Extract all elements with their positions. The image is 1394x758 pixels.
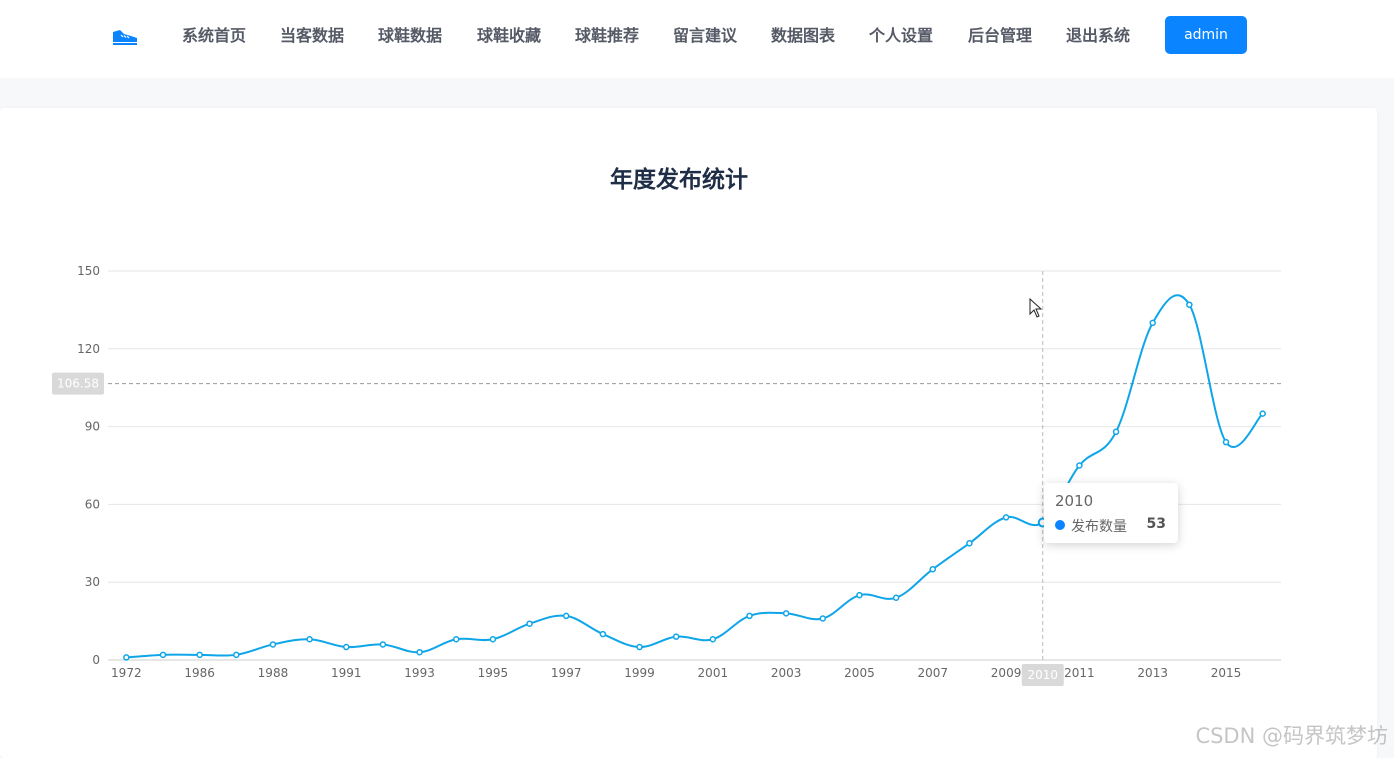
data-point <box>306 636 313 643</box>
series-line <box>126 294 1264 659</box>
data-point <box>709 636 717 643</box>
nav-item-home[interactable]: 系统首页 <box>182 26 247 45</box>
x-tick-label: 1995 <box>478 666 509 680</box>
x-axis-pointer-label: 2010 <box>1027 668 1058 682</box>
data-point <box>746 612 753 620</box>
nav-item-sneaker-favorites[interactable]: 球鞋收藏 <box>477 26 542 45</box>
y-tick-label: 60 <box>85 497 100 511</box>
data-point <box>1222 438 1230 446</box>
mouse-pointer-icon <box>1029 298 1043 318</box>
nav-item-logout[interactable]: 退出系统 <box>1066 26 1131 45</box>
data-point <box>599 630 607 638</box>
data-point <box>892 594 900 602</box>
data-point <box>782 610 790 617</box>
y-tick-label: 30 <box>85 575 100 589</box>
data-point <box>819 615 827 622</box>
nav-item-data-charts[interactable]: 数据图表 <box>771 26 836 45</box>
chart-title: 年度发布统计 <box>610 167 748 193</box>
x-tick-label: 1972 <box>111 666 142 680</box>
data-point <box>856 591 863 599</box>
x-tick-label: 1986 <box>184 666 215 680</box>
nav-item-feedback[interactable]: 留言建议 <box>673 26 738 45</box>
data-point <box>233 651 240 659</box>
nav-item-sneaker-data[interactable]: 球鞋数据 <box>378 26 443 45</box>
data-point <box>672 633 680 640</box>
data-point <box>379 641 387 648</box>
top-navigation-bar: 系统首页 当客数据 球鞋数据 球鞋收藏 球鞋推荐 留言建议 数据图表 个人设置 … <box>0 0 1394 78</box>
y-tick-label: 120 <box>77 342 100 356</box>
data-point <box>929 565 937 573</box>
data-point <box>416 648 423 656</box>
x-tick-label: 2007 <box>917 666 948 680</box>
nav-item-personal-settings[interactable]: 个人设置 <box>869 26 934 45</box>
nav-item-guest-data[interactable]: 当客数据 <box>280 26 345 45</box>
nav-item-admin-panel[interactable]: 后台管理 <box>968 26 1033 45</box>
data-point <box>526 620 533 627</box>
data-point <box>636 643 643 651</box>
sneaker-icon[interactable] <box>111 26 139 46</box>
x-tick-label: 2013 <box>1137 666 1168 680</box>
tooltip-series-value: 53 <box>1146 516 1166 532</box>
x-tick-label: 1997 <box>551 666 582 680</box>
tooltip-series-marker <box>1055 520 1065 530</box>
tooltip-title: 2010 <box>1055 492 1094 510</box>
data-point <box>489 636 497 643</box>
y-axis-pointer-label: 106.58 <box>57 377 99 391</box>
x-tick-label: 1999 <box>624 666 655 680</box>
x-axis-pointer-badge <box>1021 664 1064 686</box>
y-tick-label: 90 <box>85 420 100 434</box>
data-point <box>562 612 570 620</box>
x-tick-label: 1988 <box>258 666 289 680</box>
y-axis-pointer-badge <box>52 372 104 395</box>
data-point <box>123 654 130 661</box>
data-point <box>269 641 277 648</box>
admin-user-button[interactable]: admin <box>1165 16 1247 54</box>
x-tick-label: 1993 <box>404 666 435 680</box>
data-point <box>452 636 460 643</box>
y-tick-label: 150 <box>77 264 100 278</box>
data-point <box>196 651 203 659</box>
data-point <box>1149 319 1156 327</box>
x-tick-label: 2005 <box>844 666 875 680</box>
chart-card <box>0 108 1377 758</box>
x-tick-label: 2003 <box>771 666 802 680</box>
x-tick-label: 2011 <box>1064 666 1095 680</box>
x-tick-label: 2001 <box>698 666 729 680</box>
data-point <box>966 540 973 547</box>
watermark: CSDN @码界筑梦坊 <box>1195 724 1388 748</box>
data-point <box>1186 301 1193 308</box>
chart-tooltip: 2010 发布数量 53 <box>1044 483 1178 543</box>
y-tick-label: 0 <box>92 653 100 667</box>
x-tick-label: 2015 <box>1211 666 1242 680</box>
data-point <box>159 651 167 659</box>
data-point <box>1259 410 1266 417</box>
nav-item-sneaker-recommend[interactable]: 球鞋推荐 <box>575 26 640 45</box>
data-point <box>1002 514 1010 521</box>
data-point <box>1076 462 1083 469</box>
x-tick-label: 1991 <box>331 666 362 680</box>
x-tick-label: 2009 <box>991 666 1022 680</box>
tooltip-series-name: 发布数量 <box>1071 519 1127 535</box>
data-point <box>343 643 350 651</box>
data-point <box>1112 428 1120 436</box>
